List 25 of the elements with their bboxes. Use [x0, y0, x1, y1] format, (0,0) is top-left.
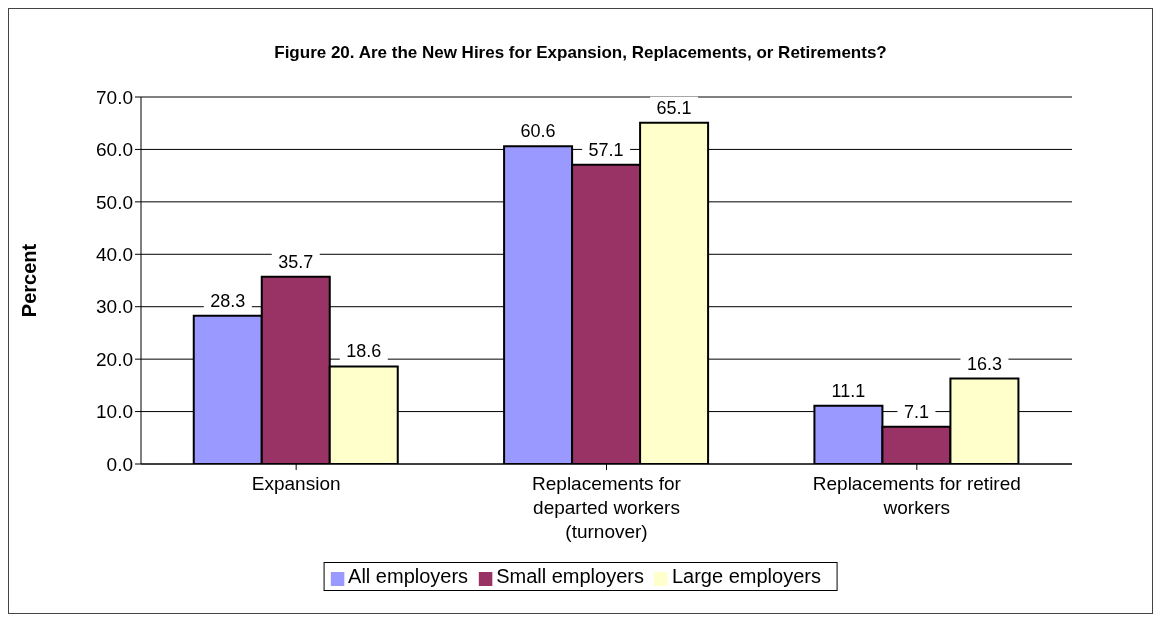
y-tick-label: 70.0: [96, 86, 133, 108]
data-label: 18.6: [346, 341, 382, 362]
x-tick-label: Expansion: [251, 473, 341, 494]
y-axis-title: Percent: [18, 243, 41, 318]
data-label: 7.1: [903, 401, 929, 422]
legend-label: Large employers: [671, 565, 821, 587]
y-tick-label: 60.0: [96, 139, 133, 161]
y-tick-label: 40.0: [96, 244, 133, 266]
data-label: 11.1: [831, 380, 866, 401]
y-tick-label: 20.0: [96, 348, 133, 370]
data-label: 65.1: [656, 97, 692, 118]
data-label: 28.3: [210, 290, 246, 311]
y-tick-label: 10.0: [96, 401, 133, 423]
chart-title: Figure 20. Are the New Hires for Expansion, Replacements, or Retirements?: [273, 43, 888, 63]
x-tick-label: Replacements for retired workers: [812, 473, 1021, 518]
y-tick-label: 50.0: [96, 191, 133, 213]
y-tick-label: 0.0: [106, 453, 133, 475]
data-label: 35.7: [278, 251, 314, 272]
legend-label: Small employers: [496, 565, 644, 587]
x-tick-label: Replacements for departed workers (turnover): [532, 473, 682, 542]
y-tick-label: 30.0: [96, 296, 133, 318]
data-label: 57.1: [588, 139, 624, 160]
legend-label: All employers: [348, 565, 469, 587]
data-label: 16.3: [966, 353, 1002, 374]
data-label: 60.6: [520, 121, 556, 142]
